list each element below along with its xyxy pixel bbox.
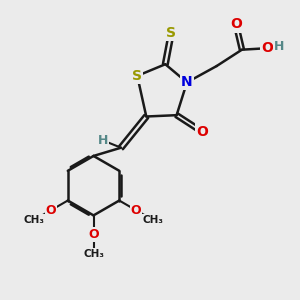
Text: O: O (131, 204, 141, 217)
Text: O: O (196, 124, 208, 139)
Text: O: O (88, 228, 99, 241)
Text: S: S (166, 26, 176, 40)
Text: H: H (98, 134, 108, 147)
Text: O: O (46, 204, 56, 217)
Text: CH₃: CH₃ (83, 249, 104, 259)
Text: CH₃: CH₃ (142, 215, 163, 225)
Text: CH₃: CH₃ (24, 215, 45, 225)
Text: O: O (261, 41, 273, 55)
Text: S: S (132, 69, 142, 83)
Text: N: N (181, 75, 193, 89)
Text: O: O (230, 17, 242, 32)
Text: H: H (274, 40, 284, 53)
